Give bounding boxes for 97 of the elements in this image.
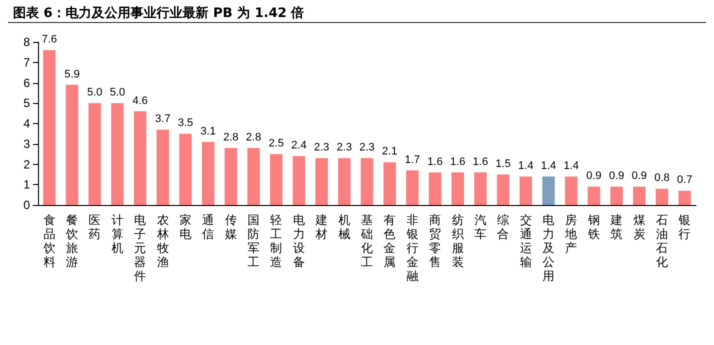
bar [202, 142, 214, 205]
data-label: 2.3 [314, 142, 330, 154]
bar [452, 172, 464, 205]
x-tick-label: 建筑 [610, 213, 623, 241]
bar [111, 103, 124, 205]
x-tick-label: 医药 [88, 213, 101, 241]
data-label: 0.9 [632, 170, 647, 182]
x-tick-label: 机械 [338, 213, 350, 241]
x-tick-label: 建材 [314, 213, 328, 241]
x-tick-label: 综合 [497, 213, 510, 241]
bar [270, 154, 282, 205]
data-label: 1.7 [404, 154, 420, 166]
bar [633, 186, 646, 205]
bar [360, 158, 374, 205]
bar [88, 103, 101, 205]
data-label: 2.4 [291, 140, 307, 152]
bar [224, 148, 238, 205]
y-tick-label: 0 [23, 198, 30, 212]
data-label: 1.6 [472, 156, 488, 168]
data-label: 3.1 [200, 125, 216, 138]
bar [564, 176, 578, 205]
x-tick-label: 钢铁 [586, 213, 600, 241]
x-tick-label: 有色金属 [384, 213, 396, 269]
bar [656, 188, 668, 205]
bar [292, 156, 306, 205]
bar [134, 111, 146, 205]
data-label: 1.4 [540, 160, 556, 172]
data-label: 1.5 [495, 158, 511, 170]
data-label: 1.6 [427, 156, 443, 168]
y-tick-label: 8 [23, 35, 30, 49]
bar [474, 172, 487, 205]
x-tick-label: 商贸零售 [429, 213, 442, 269]
data-label: 2.5 [268, 138, 284, 150]
data-label: 2.1 [382, 146, 398, 158]
bar [247, 148, 260, 205]
chart-title: 图表 6：电力及公用事业行业最新 PB 为 1.42 倍 [13, 5, 304, 21]
x-tick-label: 电力设备 [292, 213, 305, 269]
y-tick-label: 6 [23, 76, 30, 90]
data-label: 3.5 [178, 117, 194, 130]
bar [66, 84, 78, 205]
bar [428, 172, 442, 205]
bar [179, 134, 192, 205]
bar [156, 130, 170, 205]
bar [520, 176, 532, 205]
bar [406, 170, 419, 205]
x-tick-label: 汽车 [474, 213, 486, 241]
x-tick-label: 计算机 [111, 213, 124, 255]
data-label: 1.4 [518, 160, 534, 172]
x-tick-label: 交通运输 [520, 213, 532, 269]
x-tick-label: 传媒 [224, 213, 237, 241]
data-label: 2.3 [336, 142, 352, 154]
bar [610, 186, 623, 205]
data-label: 5.0 [110, 86, 126, 99]
bar [496, 174, 510, 205]
x-tick-label: 轻工制造 [270, 213, 282, 269]
x-tick-label: 餐饮旅游 [65, 213, 78, 269]
x-tick-label: 房地产 [564, 213, 578, 255]
x-tick-label: 家电 [179, 213, 192, 241]
y-tick-label: 2 [23, 157, 30, 172]
x-tick-label: 电力及公用 [542, 213, 555, 283]
data-label: 1.6 [450, 156, 466, 168]
data-label: 1.4 [564, 160, 579, 172]
data-label: 2.8 [246, 131, 262, 144]
bar [338, 158, 351, 205]
x-tick-label: 农林牧渔 [156, 213, 169, 269]
y-tick-label: 3 [23, 136, 30, 151]
data-label: 2.3 [359, 142, 375, 154]
bar [315, 158, 328, 205]
x-tick-label: 国防军工 [248, 213, 260, 269]
data-label: 4.6 [132, 94, 148, 107]
x-tick-label: 食品饮料 [42, 213, 56, 269]
y-tick-label: 5 [23, 96, 30, 110]
x-tick-label: 纺织服装 [452, 213, 464, 269]
data-label: 0.8 [654, 172, 670, 184]
data-label: 0.9 [608, 170, 624, 182]
x-tick-label: 石油石化 [656, 213, 668, 269]
bar [588, 186, 600, 205]
x-tick-label: 非银行金融 [405, 213, 418, 283]
data-label: 5.0 [87, 86, 102, 99]
data-label: 0.9 [586, 170, 602, 182]
x-tick-label: 通信 [202, 213, 214, 241]
data-label: 0.7 [677, 174, 692, 186]
x-tick-label: 电子元器件 [134, 213, 146, 283]
bar [383, 162, 396, 205]
data-label: 3.7 [155, 113, 170, 126]
bar [678, 190, 691, 205]
data-label: 2.8 [223, 131, 239, 144]
bar [542, 176, 555, 205]
x-tick-label: 基础化工 [360, 213, 373, 269]
x-tick-label: 银行 [678, 213, 691, 241]
data-label: 7.6 [42, 34, 57, 46]
x-tick-label: 煤炭 [633, 213, 646, 241]
y-tick-label: 7 [23, 55, 30, 70]
y-tick-label: 1 [23, 178, 30, 192]
data-label: 5.9 [64, 68, 80, 80]
y-tick-label: 4 [23, 116, 30, 130]
bar [43, 50, 56, 205]
